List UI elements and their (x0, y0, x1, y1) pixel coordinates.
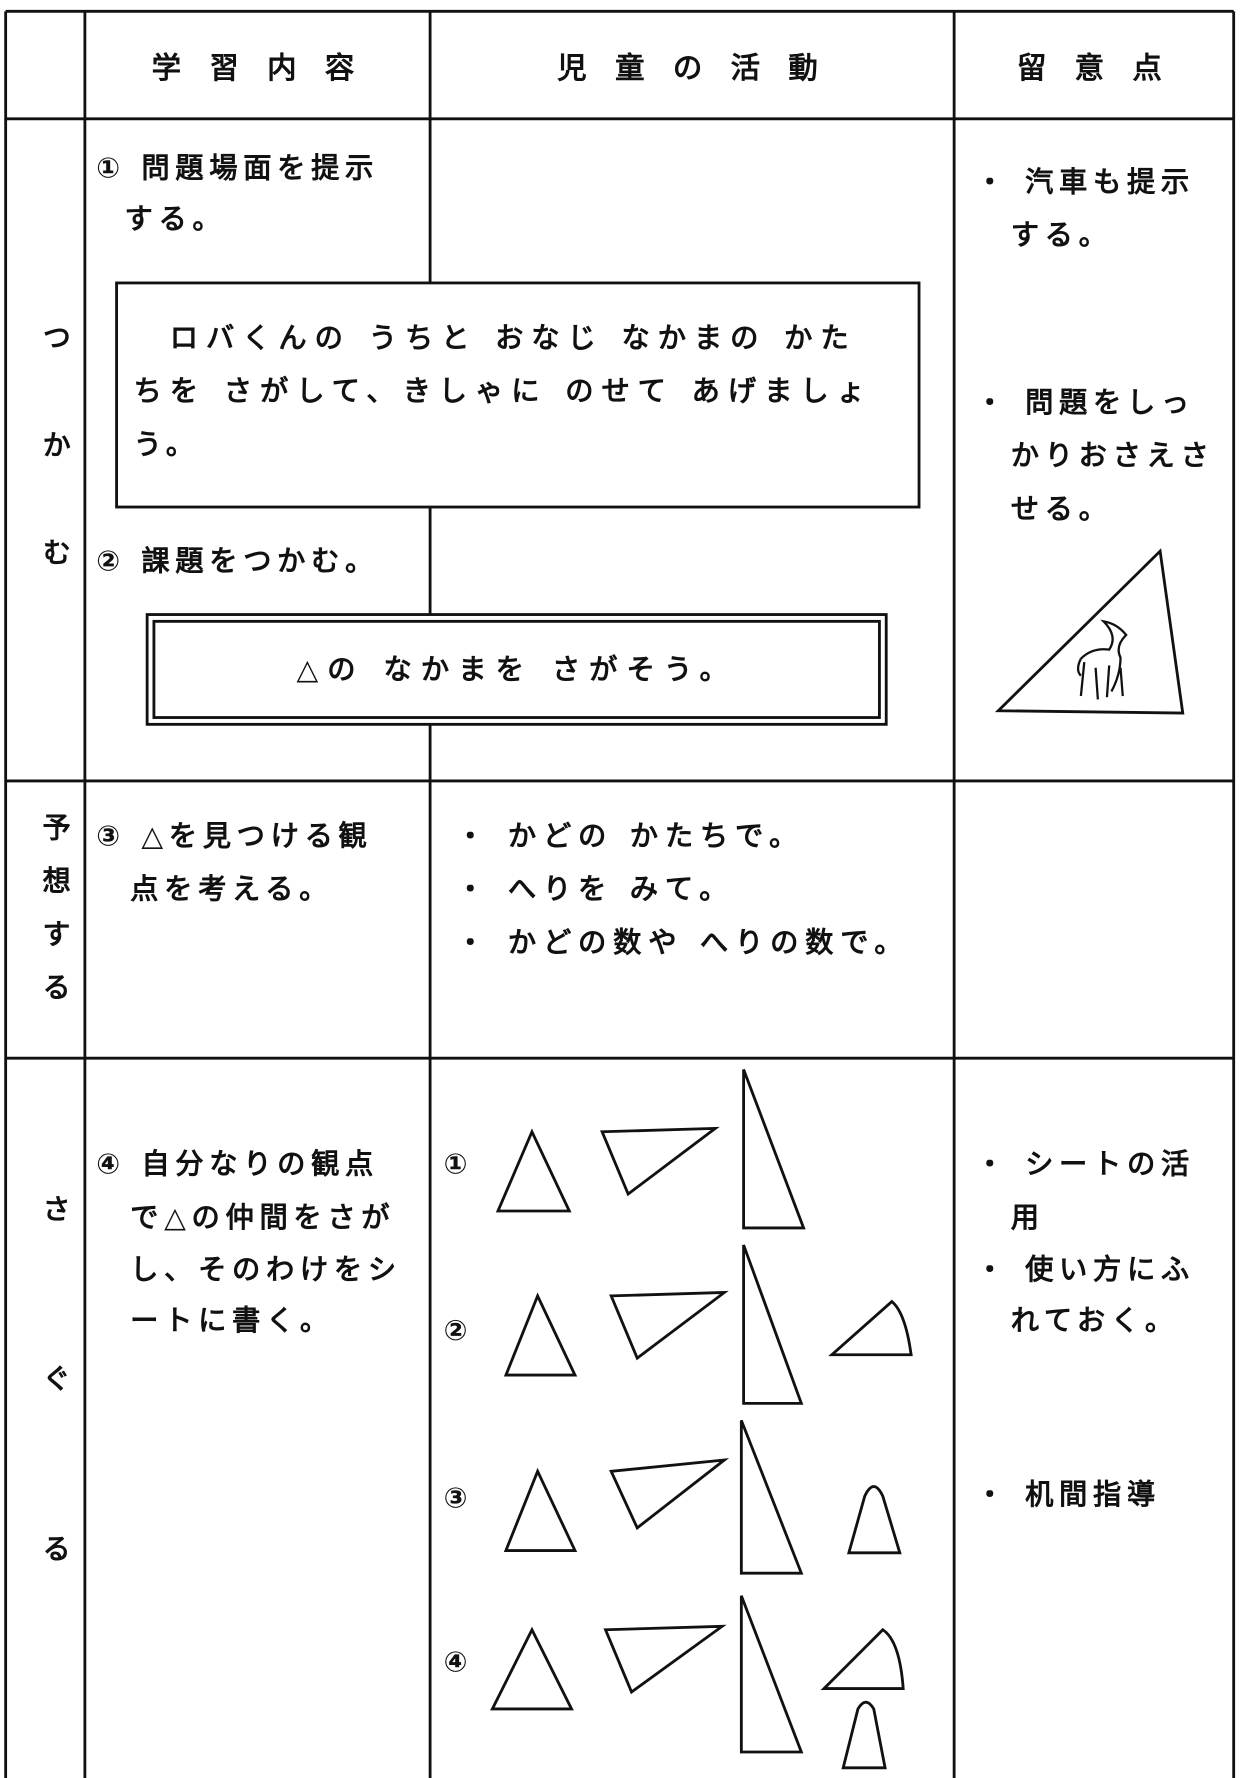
note-line: れておく。 (1010, 1303, 1179, 1337)
problem-line: ロバくんの うちと おなじ なかまの かた (169, 321, 857, 355)
content-line: ③ △を見つける観 (96, 819, 373, 853)
problem-line: ちを さがして、きしゃに のせて あげましょ (133, 374, 873, 408)
activity-line: ・ かどの かたちで。 (456, 819, 805, 853)
note-line: ・ 汽車も提示 (975, 165, 1195, 199)
figure-number: ② (443, 1313, 474, 1347)
task-text: △の なかまを さがそう。 (296, 653, 737, 686)
content-line: ① 問題場面を提示 (96, 151, 380, 185)
note-line: ・ 机間指導 (975, 1478, 1161, 1511)
note-line: ・ 使い方にふ (975, 1252, 1195, 1286)
note-line: 用 (1010, 1200, 1045, 1234)
header-cell: 学 習 内 容 (151, 52, 364, 87)
content-line: し、そのわけをシ (130, 1252, 402, 1286)
stage-label: つかむ (38, 322, 72, 646)
figure-number: ④ (443, 1645, 474, 1679)
activity-line: ・ へりを みて。 (456, 872, 735, 906)
header-cell: 児 童 の 活 動 (557, 52, 827, 87)
content-line: ートに書く。 (130, 1303, 334, 1337)
note-line: ・ 問題をしっ (975, 385, 1195, 419)
stage-label: 予想する (38, 812, 72, 1026)
figure-number: ③ (443, 1481, 474, 1515)
activity-line: ・ かどの数や へりの数で。 (456, 925, 910, 959)
content-line: 点を考える。 (130, 872, 334, 906)
note-line: せる。 (1010, 492, 1113, 526)
content-line: ② 課題をつかむ。 (96, 544, 380, 578)
note-line: かりおさえさ (1010, 439, 1215, 472)
content-line: ④ 自分なりの観点 (96, 1147, 380, 1181)
content-line: する。 (124, 202, 227, 236)
problem-line: う。 (133, 427, 200, 461)
header-cell: 留 意 点 (1016, 52, 1171, 87)
note-line: する。 (1010, 218, 1113, 252)
note-line: ・ シートの活 (975, 1147, 1195, 1181)
stage-label: さぐる (38, 1194, 72, 1704)
content-line: で△の仲間をさが (130, 1200, 396, 1234)
figure-number: ① (443, 1147, 474, 1181)
